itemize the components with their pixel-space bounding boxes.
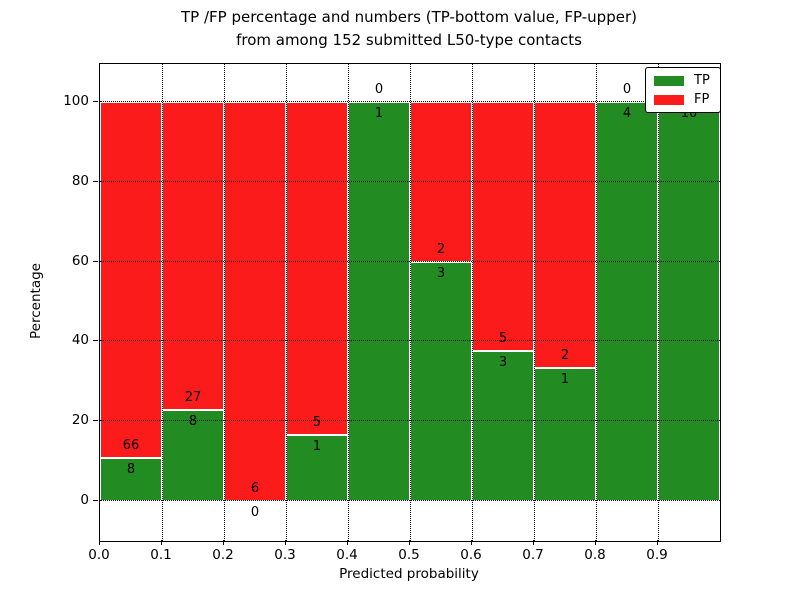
x-tick — [657, 540, 658, 545]
bar-tp-segment — [658, 102, 720, 501]
chart-title: TP /FP percentage and numbers (TP-bottom… — [99, 6, 719, 52]
fp-legend-swatch — [654, 94, 684, 105]
x-tick-label: 0.3 — [274, 547, 296, 563]
fp-count-label: 2 — [560, 348, 570, 363]
x-gridline — [162, 64, 163, 541]
x-tick — [99, 540, 100, 545]
tp-count-label: 8 — [188, 413, 198, 429]
x-gridline — [658, 64, 659, 541]
legend-label-tp: TP — [694, 73, 710, 88]
bar-tp-segment — [162, 409, 224, 501]
x-tick-label: 0.9 — [646, 547, 668, 563]
x-tick — [409, 540, 410, 545]
bar-fp-segment — [224, 102, 286, 501]
bar-fp-segment — [286, 102, 348, 435]
y-tick — [93, 180, 98, 182]
tp-count-label: 0 — [250, 505, 260, 520]
bar-fp-segment — [472, 102, 534, 352]
x-tick-label: 0.2 — [212, 547, 234, 563]
bar-fp-segment — [410, 102, 472, 262]
x-tick — [285, 540, 286, 545]
fp-count-label: 27 — [184, 389, 202, 405]
legend-label-fp: FP — [694, 92, 710, 107]
fp-count-label: 0 — [622, 82, 632, 97]
x-tick-label: 0.8 — [584, 547, 606, 563]
bar-tp-segment — [410, 261, 472, 501]
legend-entry-tp: TP — [654, 74, 710, 87]
y-tick-label: 60 — [71, 252, 89, 269]
tp-count-label: 8 — [126, 461, 136, 477]
x-gridline — [410, 64, 411, 541]
y-tick — [93, 340, 98, 342]
bar-tp-segment — [596, 102, 658, 501]
y-tick-label: 0 — [80, 492, 89, 508]
y-tick-label: 100 — [63, 93, 89, 109]
bar-fp-segment — [100, 102, 162, 458]
bar-tp-segment — [472, 351, 534, 501]
y-tick-label: 40 — [71, 332, 89, 349]
fp-count-label: 6 — [250, 481, 260, 496]
bar-fp-segment — [162, 102, 224, 410]
x-tick — [347, 540, 348, 545]
bar-tp-segment — [534, 368, 596, 501]
x-tick — [161, 540, 162, 545]
y-tick — [93, 260, 98, 262]
chart-title-line2: from among 152 submitted L50-type contac… — [236, 31, 582, 49]
bar-tp-segment — [348, 102, 410, 501]
x-tick — [595, 540, 596, 545]
x-gridline — [286, 64, 287, 541]
tp-count-label: 3 — [498, 355, 508, 371]
tp-count-label: 3 — [436, 265, 446, 281]
x-tick-label: 0.5 — [398, 547, 420, 563]
x-tick-label: 0.7 — [522, 547, 544, 563]
fp-count-label: 66 — [122, 437, 140, 453]
legend-entry-fp: FP — [654, 93, 710, 106]
bar-tp-segment — [100, 457, 162, 501]
x-gridline — [224, 64, 225, 541]
fp-count-label: 5 — [312, 414, 322, 430]
tp-count-label: 4 — [622, 106, 632, 121]
y-tick — [93, 101, 98, 102]
plot-area: TP FP 66827860510123532104010 — [99, 63, 721, 542]
y-tick-label: 80 — [71, 172, 89, 189]
fp-count-label: 5 — [498, 331, 508, 347]
y-tick — [93, 500, 98, 501]
fp-count-label: 2 — [436, 241, 446, 257]
x-tick — [533, 540, 534, 545]
y-tick — [93, 420, 98, 422]
x-gridline — [472, 64, 473, 541]
legend: TP FP — [645, 67, 721, 113]
x-gridline — [596, 64, 597, 541]
tp-legend-swatch — [654, 75, 684, 86]
bar-fp-segment — [534, 102, 596, 368]
tp-count-label: 1 — [560, 372, 570, 387]
chart-title-line1: TP /FP percentage and numbers (TP-bottom… — [181, 8, 637, 26]
x-tick-label: 0.0 — [88, 547, 110, 563]
x-tick — [223, 540, 224, 545]
x-gridline — [348, 64, 349, 541]
y-tick-label: 20 — [71, 412, 89, 429]
x-tick — [471, 540, 472, 545]
y-axis-label: Percentage — [28, 263, 44, 339]
tp-count-label: 1 — [312, 438, 322, 454]
x-axis-label: Predicted probability — [339, 566, 479, 582]
x-tick-label: 0.4 — [336, 547, 358, 563]
x-tick-label: 0.6 — [460, 547, 482, 563]
x-gridline — [534, 64, 535, 541]
x-tick-label: 0.1 — [150, 547, 172, 563]
fp-count-label: 0 — [374, 82, 384, 97]
tp-count-label: 1 — [374, 106, 384, 121]
